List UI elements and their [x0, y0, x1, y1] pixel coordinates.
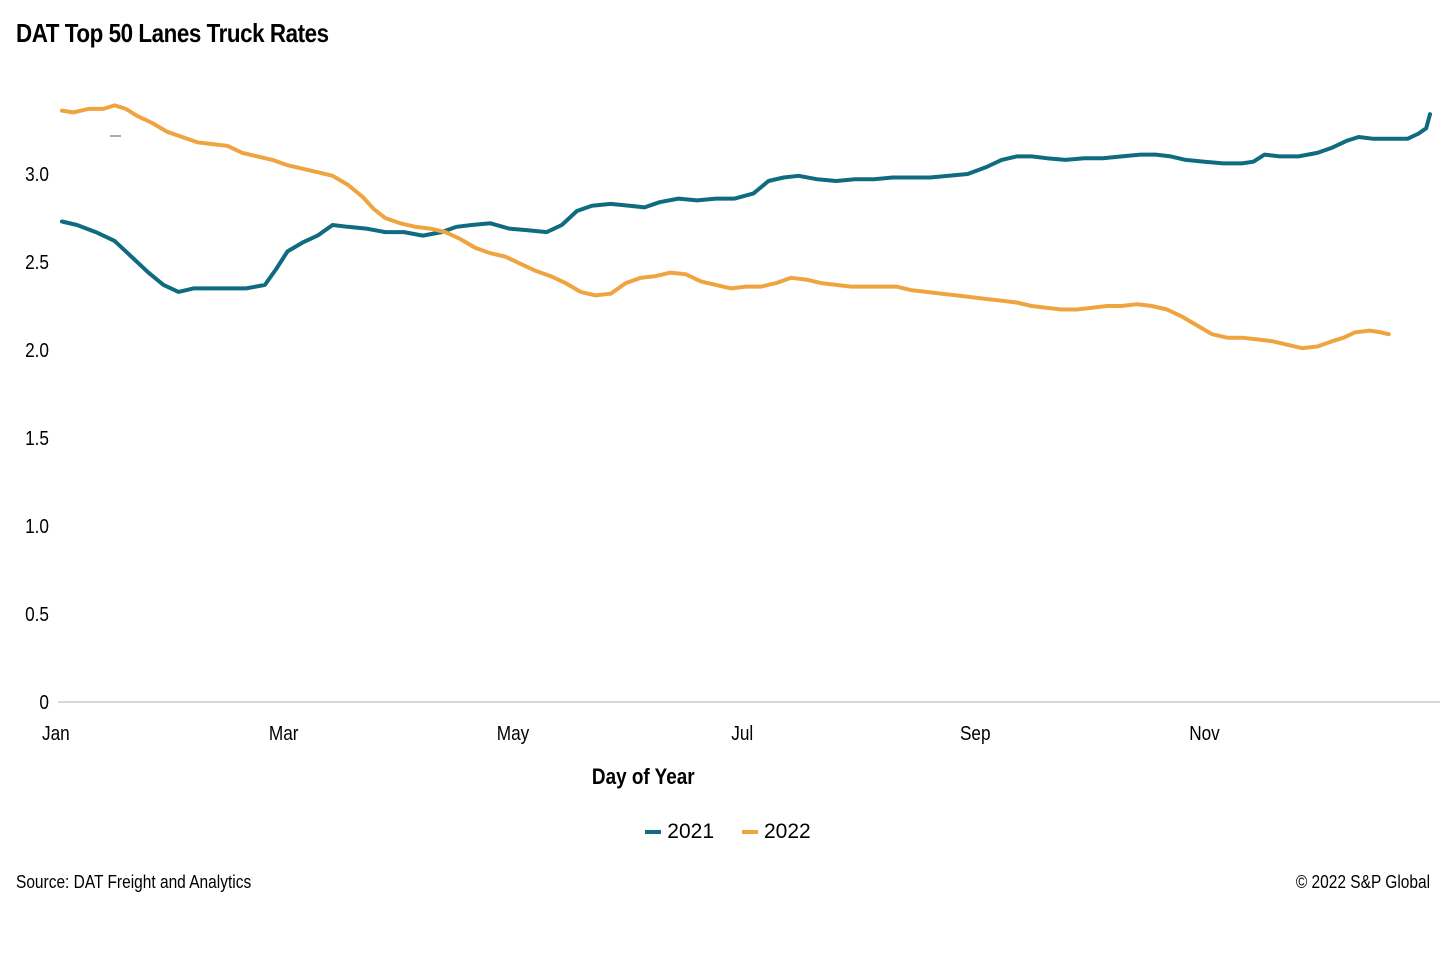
x-tick-label: Jan: [42, 722, 70, 745]
x-tick-label: Nov: [1189, 722, 1220, 745]
copyright-note: © 2022 S&P Global: [1295, 872, 1430, 892]
x-axis-title: Day of Year: [591, 764, 695, 789]
y-tick-label: 0: [39, 691, 49, 714]
y-axis: 0 0.5 1.0 1.5 2.0 2.5 3.0: [25, 163, 49, 714]
series-group: [60, 103, 1432, 351]
source-note: Source: DAT Freight and Analytics: [16, 872, 252, 892]
series-line-2022: [60, 103, 1391, 351]
y-tick-label: 2.5: [25, 251, 49, 274]
y-tick-label: 1.0: [25, 515, 49, 538]
x-tick-label: Mar: [269, 722, 299, 745]
x-tick-label: Sep: [960, 722, 991, 745]
x-tick-label: May: [497, 722, 530, 745]
x-tick-label: Jul: [731, 722, 753, 745]
y-tick-label: 1.5: [25, 427, 49, 450]
chart-title: DAT Top 50 Lanes Truck Rates: [16, 18, 329, 48]
y-tick-label: 3.0: [25, 163, 49, 186]
series-line-2021: [60, 112, 1432, 294]
y-tick-label: 0.5: [25, 603, 49, 626]
legend-swatch-2022: [742, 830, 758, 834]
legend-swatch-2021: [645, 830, 662, 834]
legend-item-2021: 2021: [645, 820, 714, 844]
x-axis: Jan Mar May Jul Sep Nov: [42, 722, 1220, 745]
legend-item-2022: 2022: [742, 820, 811, 844]
legend: 2021 2022: [0, 820, 1456, 844]
y-tick-label: 2.0: [25, 339, 49, 362]
legend-label-2021: 2021: [667, 820, 714, 843]
legend-label-2022: 2022: [764, 820, 811, 843]
